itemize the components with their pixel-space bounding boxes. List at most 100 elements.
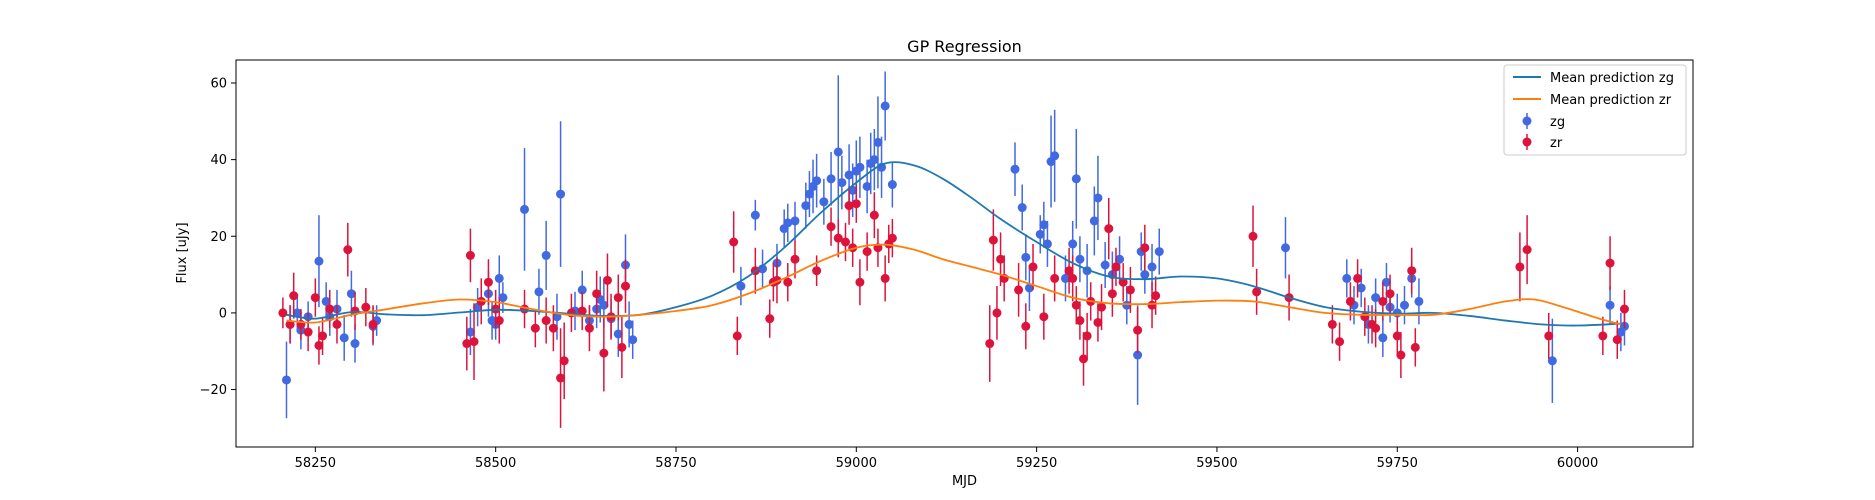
zr-point xyxy=(992,308,1002,318)
zr-point xyxy=(985,339,995,349)
zr-point xyxy=(1619,304,1629,314)
zr-point xyxy=(1410,342,1420,352)
mean-prediction-zg-line xyxy=(286,161,1621,327)
zr-point xyxy=(556,373,566,383)
legend-marker-zg xyxy=(1522,116,1532,126)
plot-frame xyxy=(235,59,1694,448)
zr-point xyxy=(833,233,843,243)
zg-point xyxy=(1547,356,1557,366)
zg-point xyxy=(1039,220,1049,230)
zg-point xyxy=(804,189,814,199)
zg-point xyxy=(812,176,822,186)
zr-point xyxy=(1125,285,1135,295)
x-tick-label: 59500 xyxy=(1196,456,1237,471)
zr-point xyxy=(812,266,822,276)
zr-point xyxy=(1118,277,1128,287)
zr-point xyxy=(729,237,739,247)
zg-point xyxy=(1035,229,1045,239)
zr-point xyxy=(1598,331,1608,341)
zg-point xyxy=(1042,239,1052,249)
zr-point xyxy=(1111,262,1121,272)
zr-point xyxy=(840,237,850,247)
zr-point xyxy=(494,316,504,326)
zr-point xyxy=(855,277,865,287)
zr-point xyxy=(790,254,800,264)
zr-point xyxy=(617,342,627,352)
zr-point xyxy=(1075,316,1085,326)
y-tick-label: 40 xyxy=(210,153,227,168)
mean-prediction-zr-line xyxy=(286,243,1622,326)
zr-point xyxy=(862,247,872,257)
zr-point xyxy=(530,323,540,333)
zr-point xyxy=(1392,331,1402,341)
zr-point xyxy=(851,199,861,209)
zr-point xyxy=(1378,296,1388,306)
zg-point xyxy=(1093,193,1103,203)
zr-point xyxy=(1612,335,1622,345)
zr-point xyxy=(1371,323,1381,333)
zr-point xyxy=(1407,266,1417,276)
zr-point xyxy=(1252,287,1262,297)
zg-point xyxy=(1133,350,1143,360)
chart-title: GP Regression xyxy=(907,37,1022,56)
legend-label-zg: zg xyxy=(1550,115,1565,130)
zg-point xyxy=(1122,300,1132,310)
legend-marker-zr xyxy=(1522,137,1532,147)
zg-point xyxy=(577,285,587,295)
x-tick-label: 58750 xyxy=(655,456,696,471)
zr-point xyxy=(1335,337,1345,347)
zg-point xyxy=(880,101,890,111)
zr-point xyxy=(765,314,775,324)
zg-point xyxy=(1100,260,1110,270)
x-axis-label: MJD xyxy=(952,474,977,489)
zr-point xyxy=(1071,300,1081,310)
zr-point xyxy=(1028,262,1038,272)
zr-point xyxy=(368,319,378,329)
zr-point xyxy=(1151,291,1161,301)
zr-point xyxy=(1515,262,1525,272)
y-axis-ticks: −20 0 20 40 60 xyxy=(200,76,236,398)
x-tick-label: 59750 xyxy=(1377,456,1418,471)
zr-point xyxy=(577,306,587,316)
x-tick-label: 58500 xyxy=(475,456,516,471)
zr-point xyxy=(732,331,742,341)
y-tick-label: 0 xyxy=(219,306,227,321)
zg-point xyxy=(1342,273,1352,283)
zr-point xyxy=(1360,312,1370,322)
zg-point xyxy=(465,327,475,337)
zg-point xyxy=(873,137,883,147)
zr-point xyxy=(1079,354,1089,364)
zg-point xyxy=(833,147,843,157)
zg-point xyxy=(1024,283,1034,293)
legend-label-zr: zr xyxy=(1550,136,1563,151)
zr-point xyxy=(1345,296,1355,306)
zg-point xyxy=(844,170,854,180)
zg-point xyxy=(1154,247,1164,257)
zg-point xyxy=(1147,262,1157,272)
zr-point xyxy=(462,339,472,349)
zr-point xyxy=(620,281,630,291)
zr-point xyxy=(469,337,479,347)
zg-point xyxy=(826,174,836,184)
zr-point xyxy=(1093,317,1103,327)
zg-point xyxy=(534,287,544,297)
zg-point xyxy=(750,210,760,220)
zr-point xyxy=(584,323,594,333)
zg-point xyxy=(556,189,566,199)
zr-point xyxy=(1248,231,1258,241)
zg-point xyxy=(1115,254,1125,264)
zr-point xyxy=(318,331,328,341)
zg-point xyxy=(855,162,865,172)
zr-point xyxy=(343,245,353,255)
mean-prediction-lines xyxy=(286,161,1622,327)
zg-point xyxy=(1140,270,1150,280)
zr-point xyxy=(1104,224,1114,234)
zr-point xyxy=(1039,312,1049,322)
zg-point xyxy=(801,201,811,211)
zr-point xyxy=(1021,321,1031,331)
zg-point xyxy=(599,300,609,310)
zg-point xyxy=(339,333,349,343)
zg-point xyxy=(1060,273,1070,283)
zg-point xyxy=(1356,283,1366,293)
zr-point xyxy=(361,302,371,312)
